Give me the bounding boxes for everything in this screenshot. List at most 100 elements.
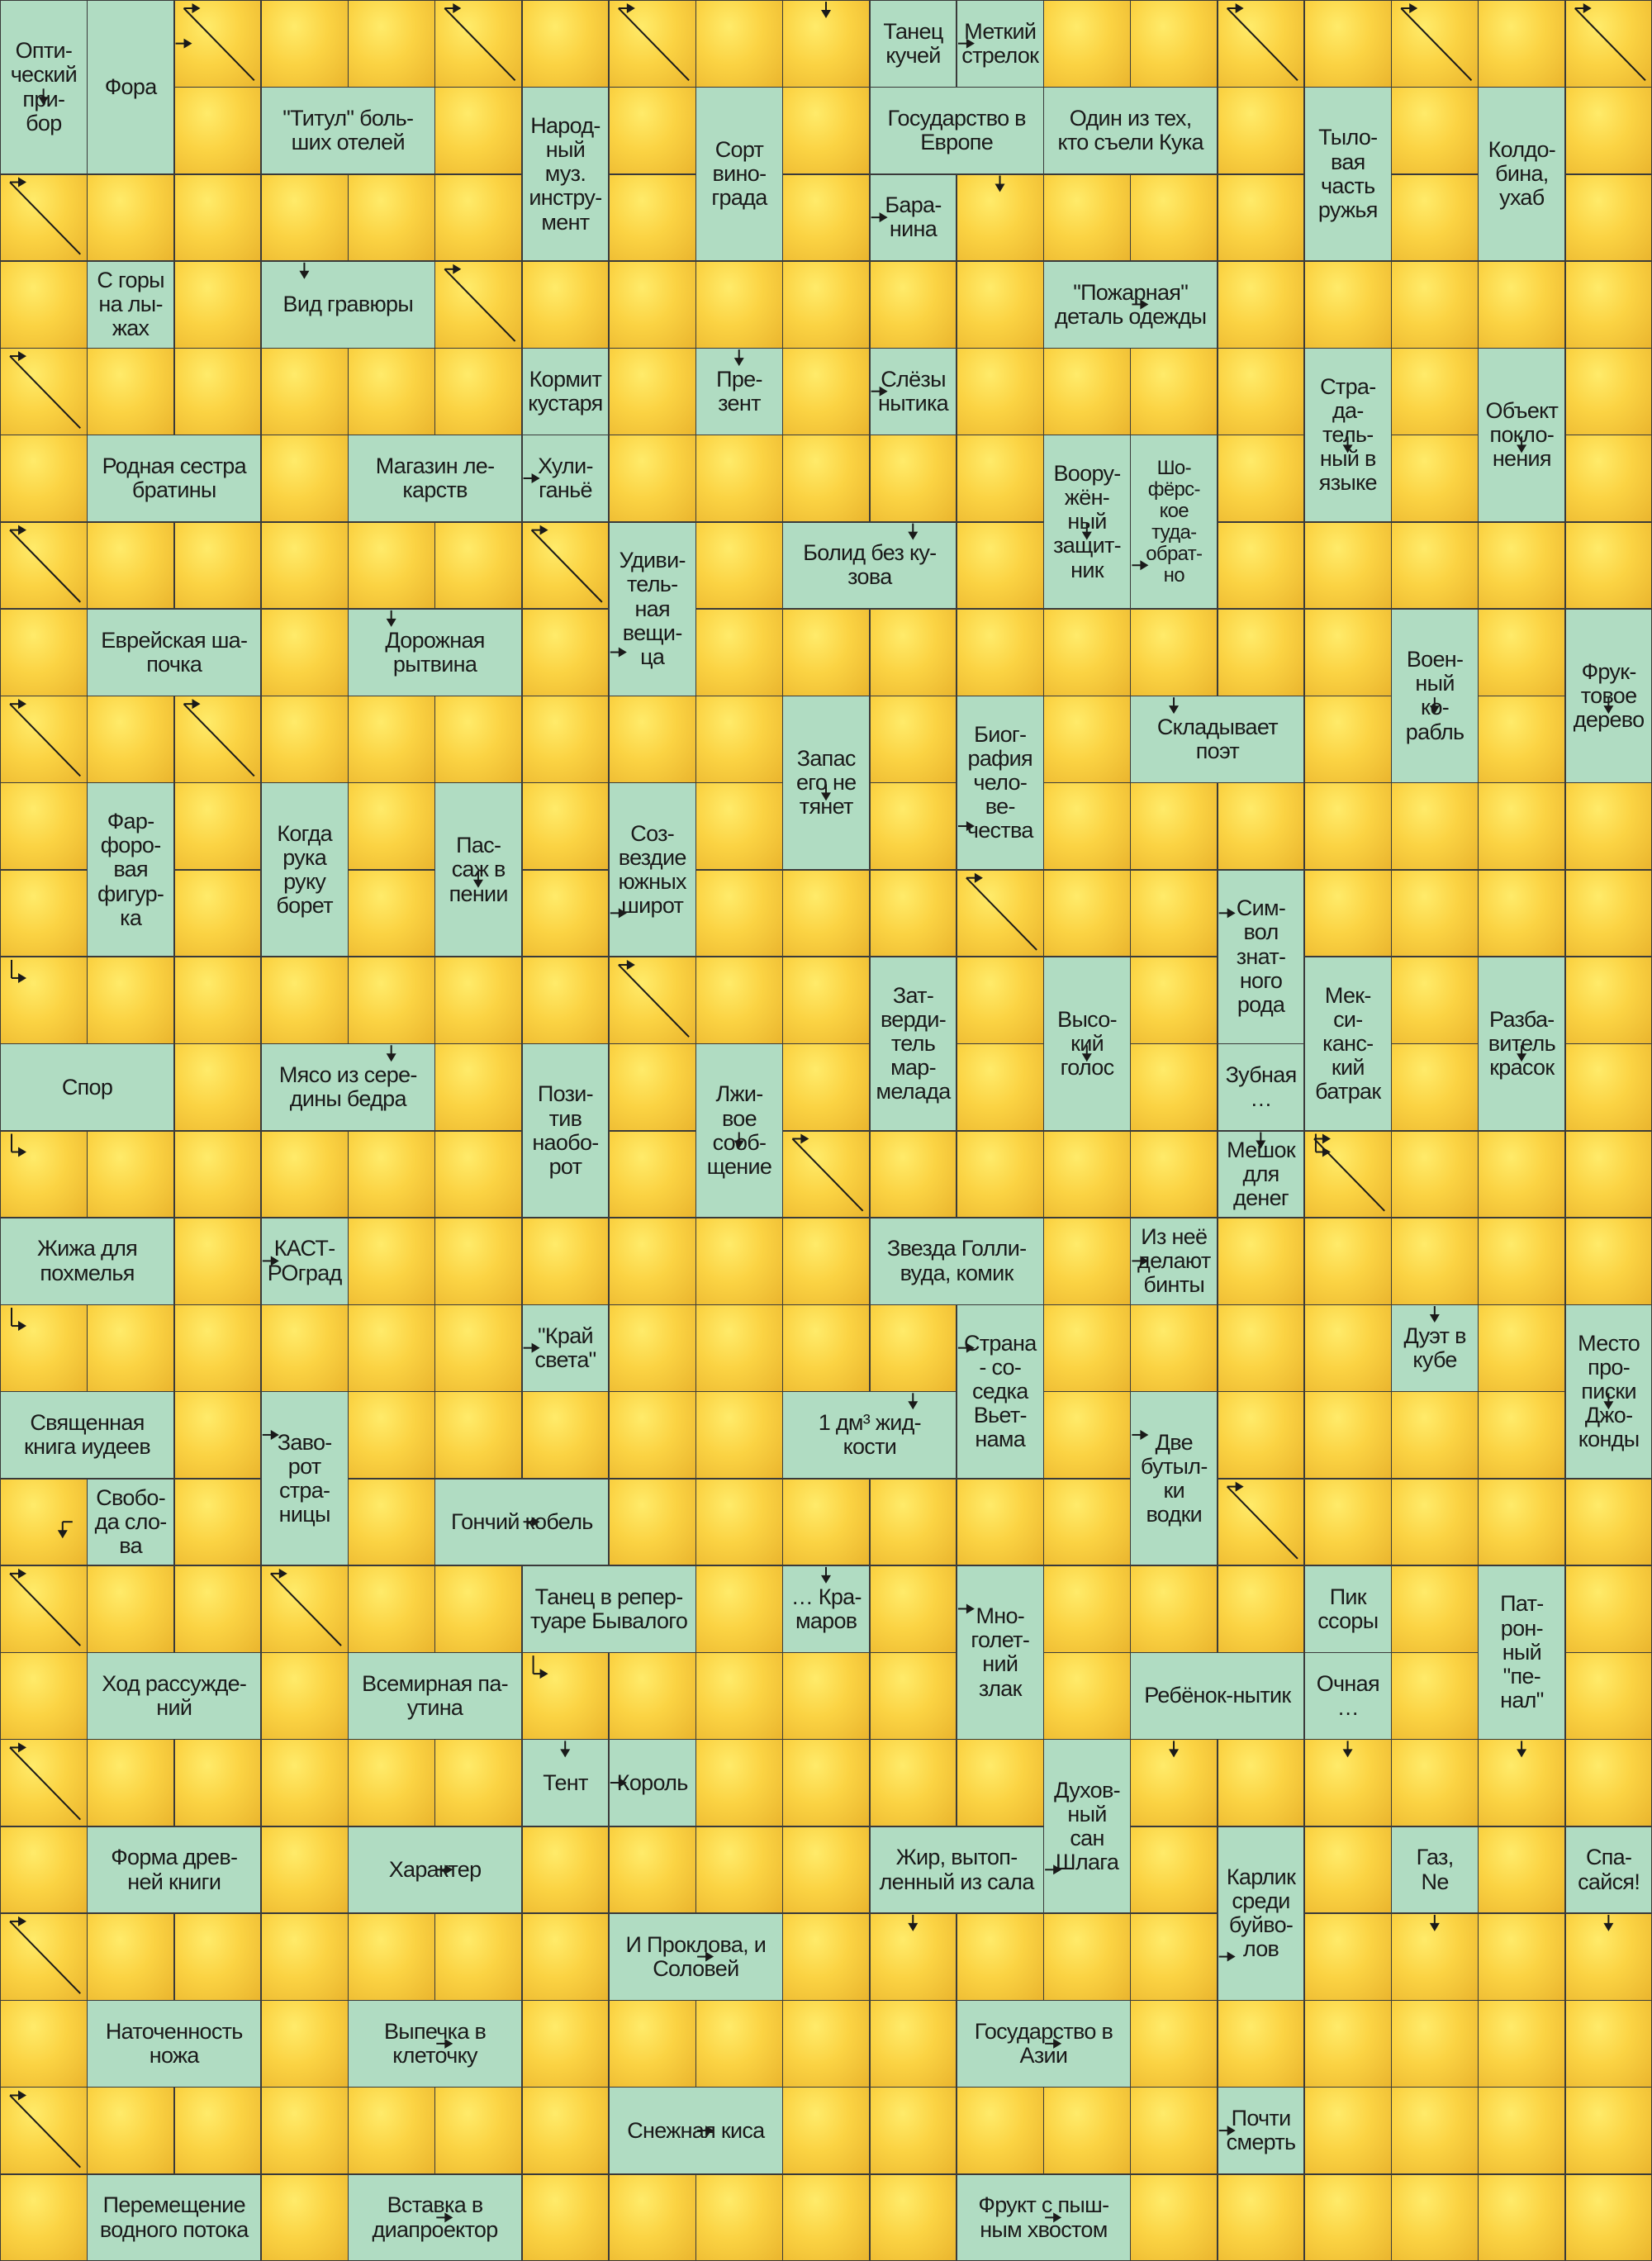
answer-cell[interactable] [782, 87, 871, 175]
answer-cell[interactable] [869, 1565, 957, 1653]
answer-cell[interactable] [348, 1565, 435, 1653]
answer-cell[interactable] [956, 348, 1044, 435]
answer-cell[interactable] [173, 956, 262, 1044]
answer-cell[interactable] [1564, 1912, 1652, 2001]
answer-cell[interactable] [1303, 1478, 1392, 1566]
answer-cell[interactable] [1043, 1304, 1131, 1392]
answer-cell[interactable] [348, 173, 435, 262]
answer-cell[interactable] [1217, 2173, 1305, 2261]
answer-cell[interactable] [1478, 1217, 1566, 1305]
answer-cell[interactable] [956, 1478, 1044, 1566]
answer-cell[interactable] [0, 1304, 88, 1392]
answer-cell[interactable] [348, 521, 435, 610]
answer-cell[interactable] [869, 608, 957, 696]
answer-cell[interactable] [348, 1130, 435, 1218]
answer-cell[interactable] [173, 1304, 262, 1392]
answer-cell[interactable] [1303, 1912, 1392, 2001]
answer-cell[interactable] [0, 1739, 88, 1827]
answer-cell[interactable] [0, 1478, 88, 1566]
answer-cell[interactable] [695, 1826, 783, 1914]
answer-cell[interactable] [1303, 521, 1392, 610]
answer-cell[interactable] [782, 348, 871, 435]
answer-cell[interactable] [782, 1217, 871, 1305]
answer-cell[interactable] [1391, 1217, 1479, 1305]
answer-cell[interactable] [173, 869, 262, 957]
answer-cell[interactable] [1564, 1739, 1652, 1827]
answer-cell[interactable] [1217, 0, 1305, 88]
answer-cell[interactable] [869, 1130, 957, 1218]
answer-cell[interactable] [0, 956, 88, 1044]
answer-cell[interactable] [434, 521, 523, 610]
answer-cell[interactable] [87, 1739, 174, 1827]
answer-cell[interactable] [1478, 2173, 1566, 2261]
answer-cell[interactable] [1391, 1652, 1479, 1740]
answer-cell[interactable] [782, 1826, 871, 1914]
answer-cell[interactable] [87, 173, 174, 262]
answer-cell[interactable] [1130, 0, 1218, 88]
answer-cell[interactable] [1043, 1912, 1131, 2001]
answer-cell[interactable] [956, 1912, 1044, 2001]
answer-cell[interactable] [695, 260, 783, 349]
answer-cell[interactable] [869, 435, 957, 523]
answer-cell[interactable] [608, 435, 696, 523]
answer-cell[interactable] [869, 1652, 957, 1740]
answer-cell[interactable] [782, 1478, 871, 1566]
answer-cell[interactable] [1391, 173, 1479, 262]
answer-cell[interactable] [956, 1130, 1044, 1218]
answer-cell[interactable] [434, 1739, 523, 1827]
answer-cell[interactable] [348, 1304, 435, 1392]
answer-cell[interactable] [1217, 1478, 1305, 1566]
answer-cell[interactable] [0, 1565, 88, 1653]
answer-cell[interactable] [173, 1912, 262, 2001]
answer-cell[interactable] [869, 1304, 957, 1392]
answer-cell[interactable] [1130, 173, 1218, 262]
answer-cell[interactable] [869, 869, 957, 957]
answer-cell[interactable] [608, 1130, 696, 1218]
answer-cell[interactable] [87, 1130, 174, 1218]
answer-cell[interactable] [1391, 260, 1479, 349]
answer-cell[interactable] [956, 173, 1044, 262]
answer-cell[interactable] [869, 2087, 957, 2175]
answer-cell[interactable] [348, 1217, 435, 1305]
answer-cell[interactable] [695, 1739, 783, 1827]
answer-cell[interactable] [782, 1130, 871, 1218]
answer-cell[interactable] [695, 1652, 783, 1740]
answer-cell[interactable] [608, 1043, 696, 1131]
answer-cell[interactable] [1217, 1391, 1305, 1480]
answer-cell[interactable] [1217, 1304, 1305, 1392]
answer-cell[interactable] [956, 956, 1044, 1044]
answer-cell[interactable] [1478, 1304, 1566, 1392]
answer-cell[interactable] [695, 608, 783, 696]
answer-cell[interactable] [1564, 1478, 1652, 1566]
answer-cell[interactable] [521, 1652, 610, 1740]
answer-cell[interactable] [434, 0, 523, 88]
answer-cell[interactable] [1303, 608, 1392, 696]
answer-cell[interactable] [260, 348, 349, 435]
answer-cell[interactable] [1130, 2173, 1218, 2261]
answer-cell[interactable] [173, 1739, 262, 1827]
answer-cell[interactable] [434, 2087, 523, 2175]
answer-cell[interactable] [695, 782, 783, 871]
answer-cell[interactable] [260, 608, 349, 696]
answer-cell[interactable] [434, 1304, 523, 1392]
answer-cell[interactable] [1130, 1130, 1218, 1218]
answer-cell[interactable] [1478, 260, 1566, 349]
answer-cell[interactable] [434, 956, 523, 1044]
answer-cell[interactable] [1130, 956, 1218, 1044]
answer-cell[interactable] [1130, 348, 1218, 435]
answer-cell[interactable] [173, 348, 262, 435]
answer-cell[interactable] [1564, 2173, 1652, 2261]
answer-cell[interactable] [434, 1217, 523, 1305]
answer-cell[interactable] [173, 2087, 262, 2175]
answer-cell[interactable] [0, 2000, 88, 2088]
answer-cell[interactable] [260, 956, 349, 1044]
answer-cell[interactable] [260, 1304, 349, 1392]
answer-cell[interactable] [1391, 1043, 1479, 1131]
answer-cell[interactable] [1217, 173, 1305, 262]
answer-cell[interactable] [1564, 956, 1652, 1044]
answer-cell[interactable] [1217, 260, 1305, 349]
answer-cell[interactable] [0, 608, 88, 696]
answer-cell[interactable] [260, 173, 349, 262]
answer-cell[interactable] [348, 1912, 435, 2001]
answer-cell[interactable] [1564, 435, 1652, 523]
